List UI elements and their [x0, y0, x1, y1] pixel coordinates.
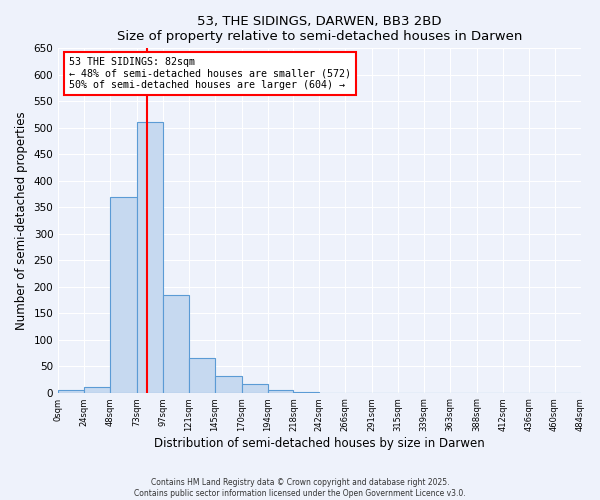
Bar: [215, 376, 242, 392]
Text: Contains HM Land Registry data © Crown copyright and database right 2025.
Contai: Contains HM Land Registry data © Crown c…: [134, 478, 466, 498]
Bar: [189, 358, 215, 392]
Bar: [110, 196, 137, 392]
Bar: [137, 122, 163, 392]
Y-axis label: Number of semi-detached properties: Number of semi-detached properties: [15, 111, 28, 330]
Title: 53, THE SIDINGS, DARWEN, BB3 2BD
Size of property relative to semi-detached hous: 53, THE SIDINGS, DARWEN, BB3 2BD Size of…: [116, 15, 522, 43]
X-axis label: Distribution of semi-detached houses by size in Darwen: Distribution of semi-detached houses by …: [154, 437, 485, 450]
Bar: [58, 390, 84, 392]
Bar: [84, 387, 110, 392]
Bar: [242, 384, 268, 392]
Bar: [163, 294, 189, 392]
Text: 53 THE SIDINGS: 82sqm
← 48% of semi-detached houses are smaller (572)
50% of sem: 53 THE SIDINGS: 82sqm ← 48% of semi-deta…: [68, 57, 350, 90]
Bar: [268, 390, 293, 392]
